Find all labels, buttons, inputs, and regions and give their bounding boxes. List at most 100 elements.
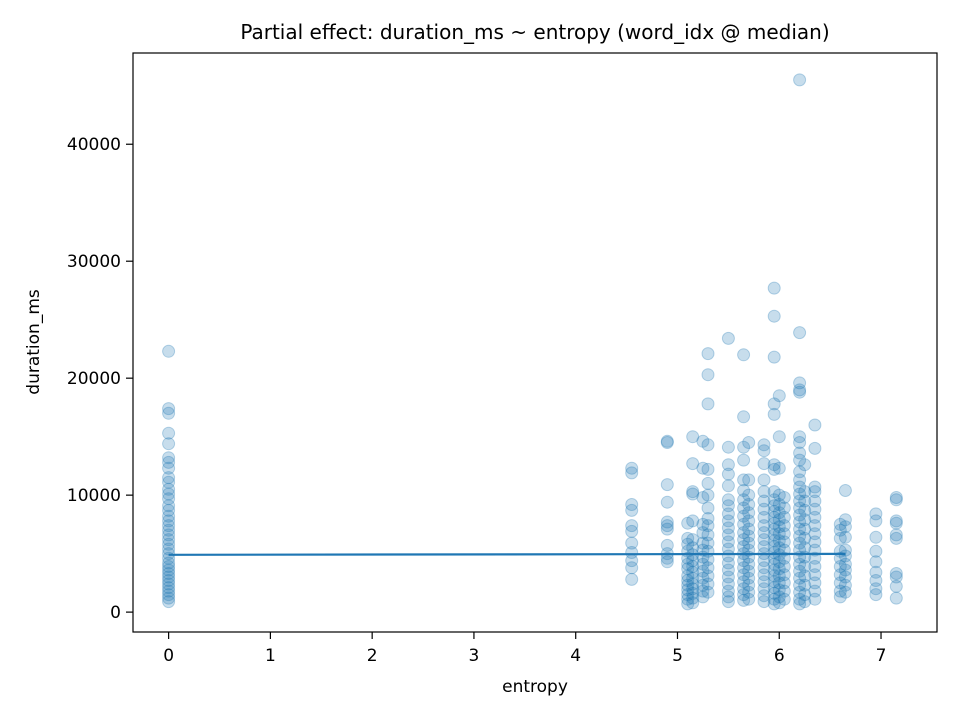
data-point <box>625 466 639 480</box>
data-point <box>798 569 812 583</box>
data-point <box>772 576 786 590</box>
data-point <box>808 584 822 598</box>
data-point <box>833 590 847 604</box>
data-point <box>798 531 812 545</box>
x-tick-label: 6 <box>774 646 785 666</box>
data-point <box>777 491 791 504</box>
data-point <box>721 595 735 609</box>
data-point <box>772 488 786 502</box>
data-point <box>660 515 674 529</box>
data-point <box>681 531 695 545</box>
data-point <box>793 480 807 494</box>
data-point <box>721 570 735 584</box>
y-tick-label: 30000 <box>67 252 121 272</box>
data-point <box>869 582 883 596</box>
data-point <box>737 575 751 589</box>
data-point <box>162 560 176 573</box>
y-axis-title: duration_ms <box>24 289 44 395</box>
data-point <box>833 576 847 590</box>
data-point <box>162 533 176 547</box>
data-point <box>798 588 812 602</box>
data-point <box>701 347 715 361</box>
data-point <box>742 529 756 543</box>
data-point <box>701 488 715 502</box>
data-point <box>737 348 751 362</box>
y-tick-label: 40000 <box>67 135 121 155</box>
data-point <box>838 578 852 592</box>
data-point <box>757 526 771 540</box>
data-point <box>660 519 674 533</box>
data-point <box>701 519 715 533</box>
data-point <box>737 533 751 547</box>
data-point <box>162 519 176 533</box>
data-point <box>162 577 176 591</box>
data-point <box>889 493 903 507</box>
data-point <box>767 407 781 421</box>
data-point <box>162 344 176 358</box>
data-point <box>162 595 176 609</box>
data-point <box>838 557 852 571</box>
data-point <box>772 498 786 511</box>
data-point <box>696 434 710 448</box>
data-point <box>889 567 903 580</box>
data-point <box>808 494 822 508</box>
data-point <box>721 458 735 472</box>
data-point <box>162 591 176 605</box>
data-point <box>686 577 700 591</box>
data-point <box>162 402 176 416</box>
data-point <box>701 528 715 542</box>
y-tick-label: 0 <box>110 603 121 623</box>
data-point <box>757 589 771 603</box>
data-point <box>721 507 735 521</box>
data-point <box>742 592 756 606</box>
data-point <box>660 555 674 569</box>
data-point <box>681 569 695 583</box>
data-point <box>701 397 715 411</box>
data-point <box>793 494 807 508</box>
data-point <box>686 560 700 573</box>
data-point <box>162 523 176 537</box>
data-point <box>681 516 695 530</box>
data-point <box>162 437 176 451</box>
data-point <box>696 571 710 585</box>
data-point <box>625 536 639 550</box>
data-point <box>838 563 852 577</box>
data-point <box>721 577 735 591</box>
data-point <box>162 471 176 485</box>
data-point <box>767 534 781 548</box>
data-point <box>808 535 822 549</box>
data-point <box>808 551 822 565</box>
data-point <box>767 281 781 295</box>
data-point <box>767 350 781 364</box>
data-point <box>793 436 807 449</box>
data-point <box>757 519 771 533</box>
data-point <box>162 475 176 489</box>
data-point <box>162 455 176 469</box>
data-point <box>737 568 751 582</box>
data-point <box>696 517 710 531</box>
x-tick-label: 2 <box>367 646 378 666</box>
data-point <box>767 586 781 600</box>
data-point <box>686 487 700 501</box>
data-point <box>869 588 883 602</box>
data-point <box>808 568 822 582</box>
data-point <box>757 494 771 508</box>
data-point <box>793 571 807 585</box>
data-point <box>701 368 715 382</box>
data-point <box>793 430 807 444</box>
data-point <box>793 508 807 522</box>
data-point <box>889 528 903 542</box>
data-point <box>737 440 751 454</box>
plot-frame <box>132 52 938 633</box>
data-point <box>767 499 781 513</box>
data-point <box>721 590 735 604</box>
data-point <box>777 535 791 549</box>
data-point <box>757 444 771 458</box>
data-point <box>793 585 807 599</box>
data-point <box>701 462 715 476</box>
data-point <box>686 571 700 585</box>
data-point <box>162 570 176 584</box>
data-point <box>162 581 176 595</box>
x-tick-label: 1 <box>265 646 276 666</box>
